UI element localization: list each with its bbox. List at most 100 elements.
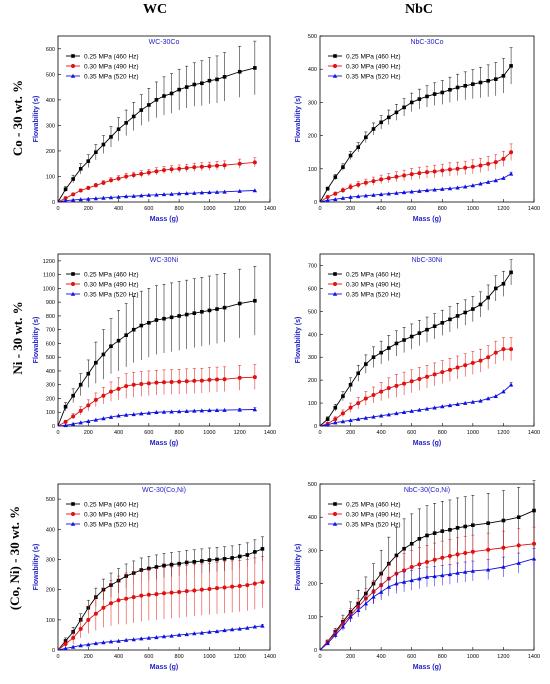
legend-marker [71, 272, 75, 276]
data-point [71, 414, 76, 419]
data-point [116, 386, 121, 391]
data-point [463, 84, 468, 88]
data-point [101, 393, 106, 398]
y-tick-label: 600 [46, 341, 55, 347]
y-tick-label: 100 [46, 618, 55, 624]
data-point [199, 378, 204, 383]
data-point [485, 396, 491, 401]
data-point [409, 379, 414, 384]
y-tick-label: 400 [46, 98, 55, 104]
x-tick-label: 1000 [467, 654, 479, 660]
data-point [333, 632, 338, 637]
data-point [386, 584, 391, 589]
data-point [192, 165, 197, 170]
data-point [409, 565, 414, 569]
data-point [237, 69, 242, 74]
data-point [70, 644, 76, 649]
data-point [378, 413, 384, 418]
x-tick-label: 400 [377, 654, 386, 660]
data-point [486, 547, 491, 552]
data-point [478, 163, 483, 168]
data-point [146, 410, 152, 415]
data-point [222, 585, 227, 590]
plot-frame [319, 253, 535, 427]
data-point [101, 195, 106, 200]
data-point [116, 598, 121, 603]
data-point [161, 634, 167, 639]
chart-title: WC-30Ni [150, 257, 179, 264]
data-point [252, 188, 258, 193]
data-point [192, 560, 197, 564]
data-point [162, 168, 166, 173]
chart-title: WC-30Co [149, 39, 180, 46]
y-tick-label: 500 [308, 34, 317, 40]
data-point [78, 197, 83, 202]
data-point [93, 641, 99, 646]
data-point [493, 160, 498, 165]
data-point [394, 581, 399, 586]
data-point [162, 380, 166, 385]
y-tick-label: 300 [46, 383, 55, 389]
data-point [215, 163, 219, 168]
y-tick-label: 600 [308, 286, 317, 292]
data-point [455, 185, 460, 190]
data-point [386, 191, 391, 196]
data-point [237, 626, 242, 631]
data-point [176, 632, 182, 637]
data-point [215, 377, 219, 382]
data-point [86, 642, 91, 647]
x-tick-label: 1400 [264, 654, 276, 660]
data-point [341, 394, 345, 398]
data-point [455, 365, 460, 370]
data-point [371, 355, 376, 359]
data-point [86, 617, 91, 622]
data-point [71, 635, 76, 640]
data-point [169, 633, 174, 638]
data-point [162, 94, 166, 98]
data-point [425, 374, 429, 379]
y-tick-label: 400 [308, 515, 317, 521]
x-tick-label: 1400 [264, 206, 276, 212]
chart-nbc-30-co-ni: NbC-30(Co,Ni) 0 200 400 600 800 1000 1200 1400 0 1… [295, 480, 540, 671]
data-point [94, 150, 98, 154]
data-point [402, 381, 407, 386]
data-point [245, 583, 250, 588]
legend-label: 0.30 MPa (490 Hz) [84, 281, 139, 288]
data-point [325, 641, 330, 646]
legend-marker [70, 291, 76, 296]
data-point [86, 159, 91, 163]
data-point [116, 338, 121, 343]
legend-label: 0.25 MPa (460 Hz) [346, 53, 401, 60]
data-point [417, 188, 422, 193]
y-tick-label: 800 [46, 314, 55, 320]
x-tick-label: 800 [438, 430, 447, 436]
data-point [409, 334, 414, 339]
x-tick-label: 200 [84, 206, 93, 212]
data-point [386, 176, 391, 181]
data-point [394, 341, 399, 346]
data-point [470, 549, 475, 554]
data-point [139, 193, 144, 198]
legend-marker [71, 512, 75, 516]
y-tick-label: 200 [308, 134, 317, 140]
data-point [325, 198, 330, 203]
data-point [509, 347, 514, 352]
data-point [493, 178, 498, 183]
y-axis-label: Flowability (s) [33, 544, 40, 591]
data-point [425, 94, 429, 99]
x-tick-label: 1200 [497, 430, 509, 436]
legend-marker [333, 54, 337, 58]
data-point [116, 413, 121, 418]
data-point [154, 169, 159, 174]
data-point [109, 601, 113, 606]
data-point [101, 640, 106, 645]
data-point [93, 417, 99, 422]
data-point [229, 627, 235, 632]
chart-wc-30ni: WC-30Ni 0 200 400 600 800 1000 1200 1400 0 100 200 3… [33, 253, 276, 447]
data-point [478, 398, 483, 403]
data-point [356, 401, 361, 406]
data-point [471, 82, 475, 86]
data-point [63, 646, 68, 651]
x-tick-label: 600 [144, 206, 153, 212]
data-point [124, 174, 129, 179]
